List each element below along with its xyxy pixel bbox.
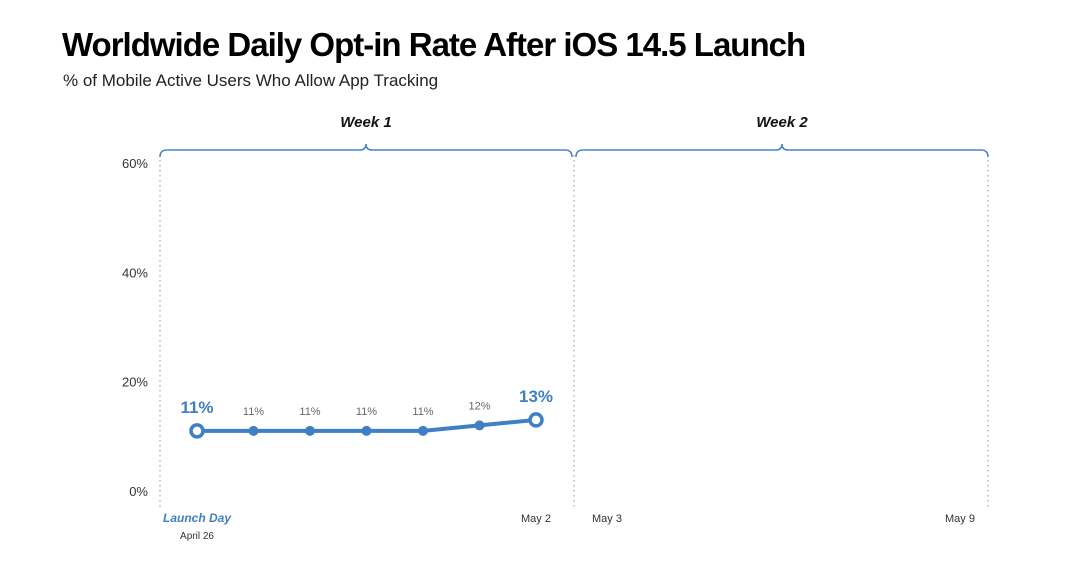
week-label: Week 1 <box>340 114 391 131</box>
data-label: 11% <box>299 406 320 418</box>
data-label: 12% <box>468 400 490 412</box>
y-axis: 0% 20% 40% 60% <box>122 155 989 510</box>
data-point <box>361 425 372 436</box>
x-tick-label: May 3 <box>592 513 622 525</box>
data-point <box>305 425 315 436</box>
week-label: Week 2 <box>756 114 808 131</box>
x-tick-sublabel: April 26 <box>180 531 214 542</box>
chart-subtitle: % of Mobile Active Users Who Allow App T… <box>63 71 439 90</box>
chart-title: Worldwide Daily Opt-in Rate After iOS 14… <box>62 26 806 63</box>
x-tick-label: Launch Day <box>163 511 232 525</box>
y-tick-label: 40% <box>122 265 148 280</box>
week-brackets: Week 1 Week 2 <box>159 114 989 158</box>
y-tick-label: 60% <box>122 156 148 171</box>
x-tick-label: May 2 <box>521 513 551 525</box>
data-label-highlight: 11% <box>180 398 213 417</box>
data-label: 11% <box>356 406 377 418</box>
week-bracket <box>575 143 989 158</box>
data-point-highlight <box>528 412 544 428</box>
series: 11% 11% 11% 11% 11% 12% 13% <box>180 387 553 439</box>
data-point <box>248 425 259 436</box>
y-tick-label: 20% <box>122 375 148 390</box>
x-axis-labels: Launch Day April 26 May 2 May 3 May 9 <box>163 511 975 542</box>
data-point <box>474 420 485 431</box>
data-point-highlight <box>189 423 205 439</box>
data-label-highlight: 13% <box>519 387 553 406</box>
data-label: 11% <box>412 406 433 418</box>
y-tick-label: 0% <box>129 484 148 499</box>
x-tick-label: May 9 <box>945 513 975 525</box>
week-bracket <box>159 143 573 158</box>
data-label: 11% <box>243 406 264 418</box>
data-point <box>418 425 428 436</box>
